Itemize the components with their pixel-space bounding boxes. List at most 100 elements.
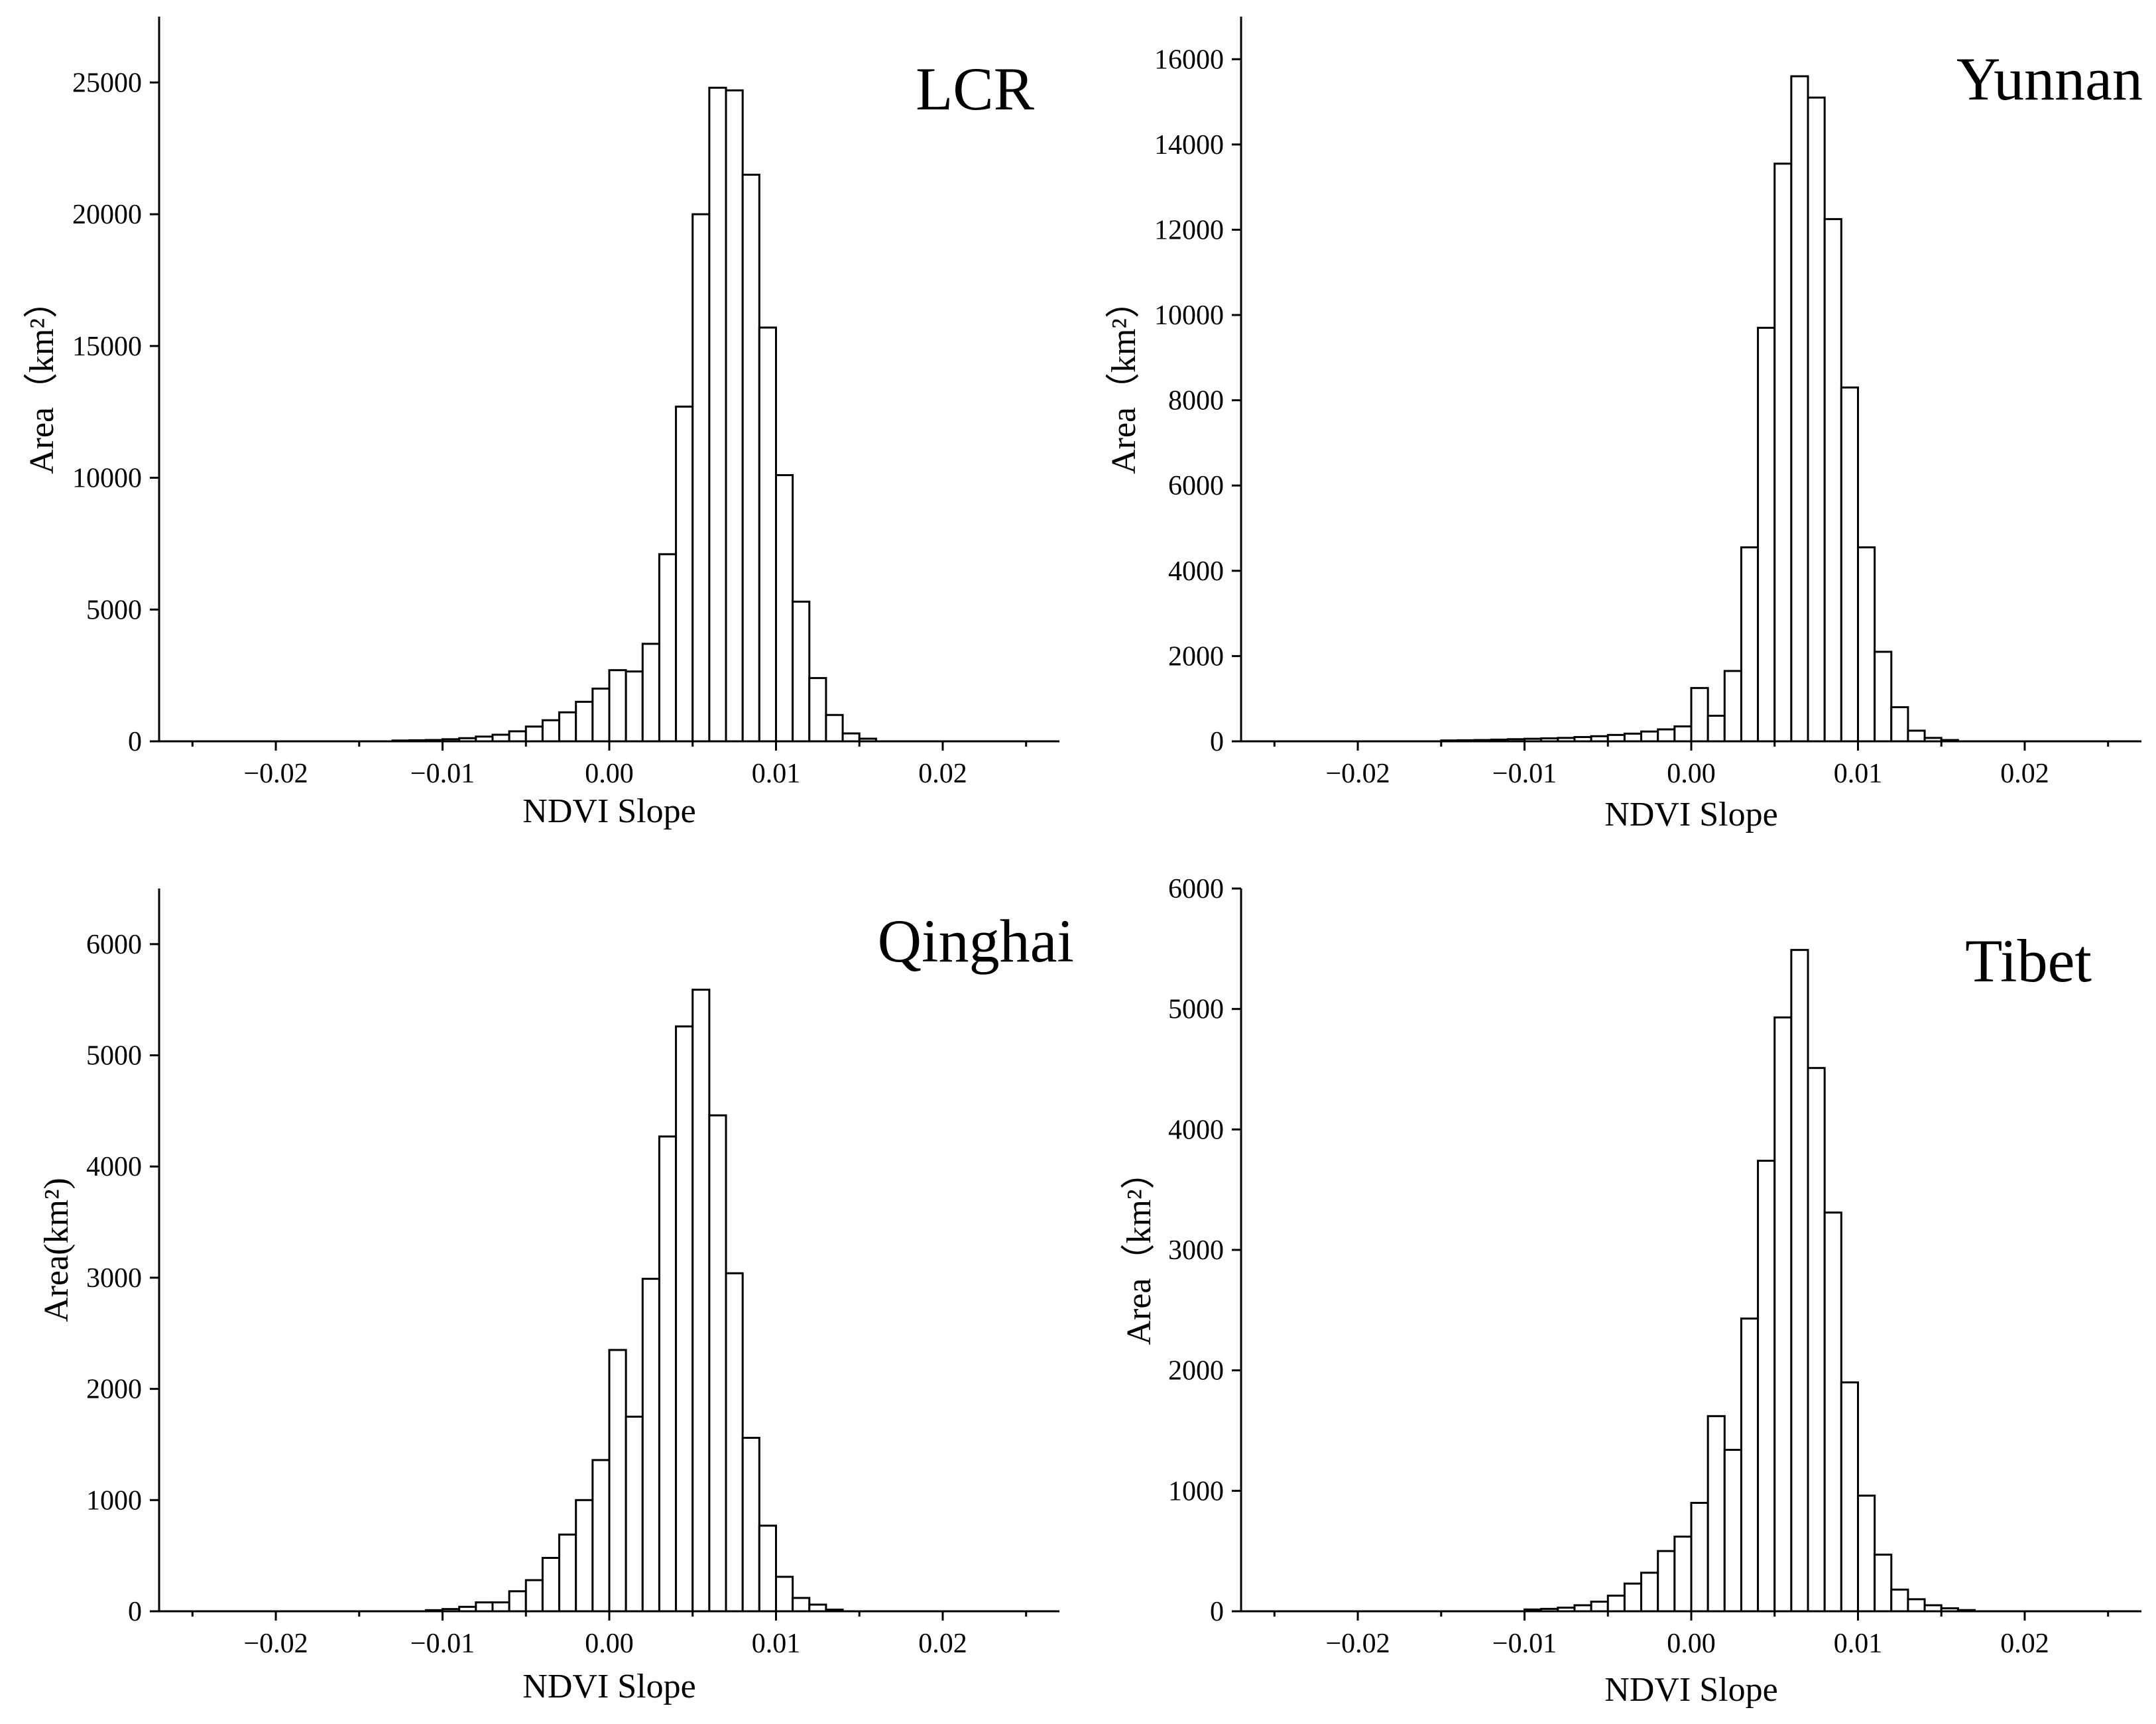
x-tick-label: −0.01	[410, 1629, 475, 1659]
histogram-bar	[741, 173, 760, 743]
histogram-bar	[1673, 1535, 1693, 1613]
histogram-bar	[774, 1575, 794, 1613]
histogram-bar	[1890, 1588, 1909, 1613]
y-tick-label: 1000	[86, 1485, 142, 1516]
histogram-bar	[1673, 725, 1693, 743]
histogram-bar	[1757, 1160, 1776, 1613]
y-tick-label: 6000	[1168, 874, 1224, 904]
histogram-bar	[708, 1114, 727, 1613]
y-tick-label: 16000	[1154, 44, 1224, 75]
histogram-bar	[1707, 1415, 1726, 1613]
y-tick-label: 15000	[72, 332, 142, 362]
y-tick-label: 20000	[72, 200, 142, 230]
x-tick-label: 0.01	[1834, 759, 1883, 789]
histogram-bar	[1907, 1598, 1926, 1613]
x-tick-label: 0.01	[752, 1629, 801, 1659]
x-axis-label: NDVI Slope	[522, 792, 695, 830]
x-tick-label: −0.01	[410, 759, 475, 789]
histogram-bar	[641, 643, 660, 743]
histogram-bar	[541, 719, 561, 743]
histogram-bar	[658, 1135, 678, 1613]
y-tick-label: 1000	[1168, 1476, 1224, 1507]
histogram-bar	[691, 213, 711, 743]
histogram-bar	[1657, 728, 1676, 743]
y-tick-label: 0	[1210, 727, 1224, 757]
histogram-bar	[591, 688, 611, 743]
x-axis-label: NDVI Slope	[522, 1668, 695, 1705]
x-tick-label: −0.01	[1492, 759, 1557, 789]
y-tick-label: 5000	[86, 595, 142, 625]
histogram-bar	[508, 730, 527, 743]
histogram-bar	[1856, 1495, 1876, 1613]
panel-title: Tibet	[1965, 927, 2092, 995]
y-tick-label: 14000	[1154, 130, 1224, 160]
y-tick-label: 6000	[86, 930, 142, 960]
histogram-bar	[774, 474, 794, 743]
histogram-bar	[641, 1278, 660, 1613]
x-tick-label: −0.02	[1325, 759, 1390, 789]
histogram-bar	[524, 1579, 544, 1613]
panel-yunnan: Yunnan NDVI Slope Area（km²） −0.02 −0.01 0.…	[1105, 17, 2143, 833]
histogram-bar	[1623, 1582, 1643, 1613]
histogram-bar	[1723, 1449, 1742, 1613]
y-axis-label: Area（km²）	[1120, 1154, 1158, 1345]
histogram-bar	[1707, 714, 1726, 743]
histogram-bar	[508, 1590, 527, 1613]
histogram-bar	[658, 553, 678, 743]
y-tick-label: 10000	[1154, 300, 1224, 331]
histogram-bar	[558, 1533, 577, 1613]
plot-area: −0.02 −0.01 0.00 0.01 0.02 0 1000 2000 3000 4000 5…	[86, 889, 1059, 1659]
histogram-bar	[608, 669, 627, 743]
y-tick-label: 8000	[1168, 386, 1224, 416]
histogram-bar	[725, 1272, 744, 1613]
y-tick-label: 4000	[1168, 556, 1224, 587]
histogram-bar	[1907, 729, 1926, 743]
x-tick-label: 0.00	[1667, 759, 1716, 789]
histogram-bar	[1890, 706, 1909, 743]
histogram-bar	[575, 700, 594, 743]
histogram-bar	[708, 86, 727, 743]
y-tick-label: 2000	[86, 1375, 142, 1405]
histogram-bar	[541, 1557, 561, 1613]
panel-lcr: LCR NDVI Slope Area（km²） −0.02 −0.01 0.00 0…	[23, 17, 1059, 830]
histogram-bar	[691, 989, 711, 1613]
x-tick-label: 0.02	[2000, 759, 2049, 789]
histogram-bar	[1807, 1067, 1826, 1613]
histogram-bar	[1840, 386, 1859, 743]
y-axis-label: Area（km²）	[23, 284, 61, 474]
y-tick-label: 0	[128, 1597, 142, 1627]
y-tick-label: 2000	[1168, 641, 1224, 672]
histogram-bar	[608, 1349, 627, 1613]
histogram-bar	[1590, 1600, 1609, 1613]
histogram-bar	[625, 1416, 644, 1613]
histogram-bar	[808, 1603, 827, 1613]
y-tick-label: 5000	[86, 1041, 142, 1072]
histogram-bar	[1773, 1016, 1793, 1613]
histogram-bar	[725, 89, 744, 743]
histogram-bar	[1856, 546, 1876, 743]
panel-title: Qinghai	[878, 907, 1074, 975]
histogram-bar	[558, 711, 577, 743]
x-tick-label: 0.00	[585, 1629, 634, 1659]
histogram-bar	[1623, 732, 1643, 743]
histogram-bar	[591, 1459, 611, 1613]
x-axis-label: NDVI Slope	[1604, 796, 1777, 833]
histogram-bar	[758, 1524, 777, 1613]
histogram-bar	[625, 670, 644, 743]
histogram-bar	[1757, 326, 1776, 743]
histogram-bar	[1790, 949, 1809, 1613]
y-tick-label: 12000	[1154, 215, 1224, 245]
plot-area: −0.02 −0.01 0.00 0.01 0.02 0 2000 4000 6000 8000 1…	[1154, 17, 2141, 789]
histogram-bar	[1723, 670, 1742, 743]
histogram-bar	[1807, 96, 1826, 743]
y-tick-label: 3000	[86, 1263, 142, 1294]
histogram-bar	[1740, 546, 1760, 743]
histogram-bar	[1874, 1554, 1893, 1613]
panel-title: Yunnan	[1956, 45, 2143, 113]
histogram-bar	[825, 713, 844, 743]
panel-tibet: Tibet NDVI Slope Area（km²） −0.02 −0.01 0.0…	[1120, 874, 2141, 1709]
y-tick-label: 6000	[1168, 471, 1224, 501]
histogram-bar	[1640, 730, 1659, 743]
histogram-bar	[792, 600, 811, 743]
